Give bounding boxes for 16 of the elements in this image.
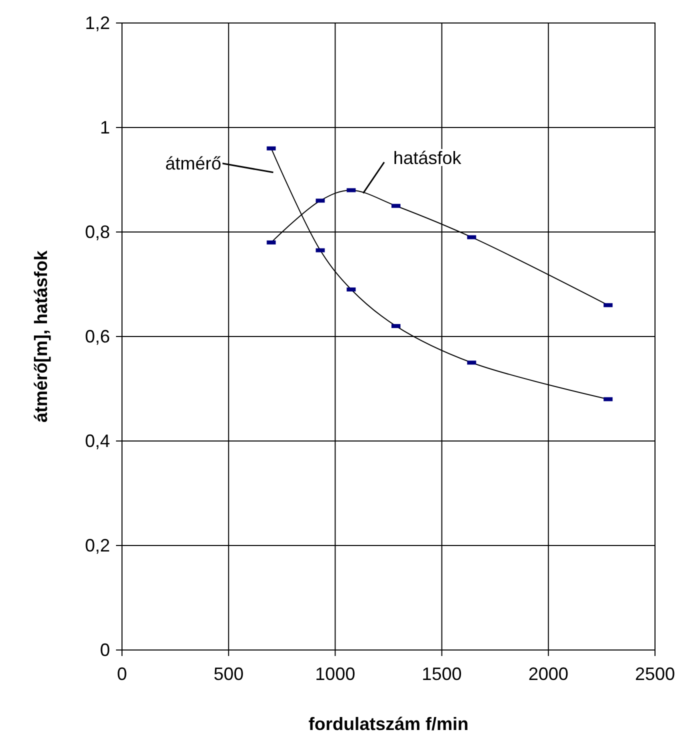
- y-tick-label: 1: [100, 118, 110, 138]
- x-tick-label: 500: [214, 664, 244, 684]
- x-tick-label: 2500: [634, 664, 676, 684]
- legend-label: átmérő: [165, 153, 222, 174]
- x-tick-label: 1000: [315, 664, 356, 684]
- y-tick-label: 0,6: [84, 326, 110, 346]
- y-axis-title: átmérő[m], hatásfok: [31, 249, 51, 423]
- y-tick-label: 0,2: [84, 536, 110, 556]
- y-tick-label: 0,4: [84, 431, 110, 451]
- x-tick-label: 1500: [422, 664, 462, 684]
- x-tick-label: 0: [116, 664, 128, 684]
- x-axis-title: fordulatszám f/min: [308, 714, 469, 734]
- x-tick-label: 2000: [528, 664, 568, 684]
- y-tick-label: 0,8: [84, 222, 110, 242]
- y-tick-label: 1,2: [84, 13, 110, 33]
- y-tick-label: 0: [100, 640, 110, 660]
